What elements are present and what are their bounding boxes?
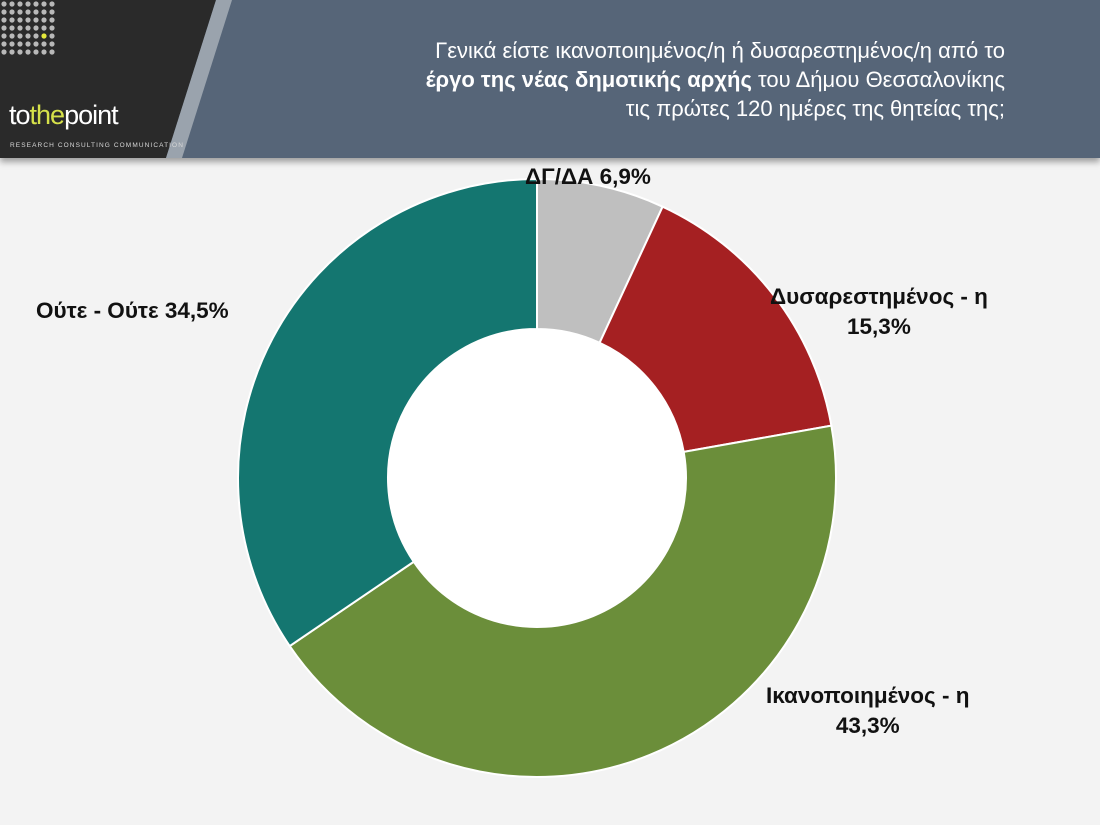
question-line-3: τις πρώτες 120 ημέρες της θητείας της; bbox=[625, 96, 1005, 121]
logo-dot bbox=[9, 25, 15, 31]
label-satisfied-value: 43,3% bbox=[835, 713, 900, 738]
logo-dot bbox=[25, 17, 31, 23]
logo-dot bbox=[9, 9, 15, 15]
logo-dot bbox=[41, 17, 47, 23]
label-satisfied-name: Ικανοποιημένος - η bbox=[766, 683, 970, 708]
logo-dot bbox=[41, 1, 47, 7]
label-dissatisfied-name: Δυσαρεστημένος - η bbox=[770, 284, 988, 309]
logo-highlight: the bbox=[29, 100, 66, 130]
logo-dot bbox=[17, 41, 23, 47]
logo-dot bbox=[1, 25, 7, 31]
logo-dot bbox=[33, 41, 39, 47]
logo-dot bbox=[17, 33, 23, 39]
logo-dot bbox=[25, 25, 31, 31]
logo-dot bbox=[49, 33, 55, 39]
logo-suffix: point bbox=[64, 100, 119, 130]
question-line-2: έργο της νέας δημοτικής αρχής του Δήμου … bbox=[245, 65, 1005, 94]
logo-dot bbox=[33, 9, 39, 15]
logo-wordmark: tothepoint bbox=[9, 100, 119, 131]
logo-dot bbox=[33, 25, 39, 31]
logo-prefix: to bbox=[9, 100, 31, 130]
label-dissatisfied: Δυσαρεστημένος - η 15,3% bbox=[770, 282, 988, 342]
logo-dot bbox=[17, 25, 23, 31]
survey-question: Γενικά είστε ικανοποιημένος/η ή δυσαρεστ… bbox=[245, 36, 1005, 123]
label-dissatisfied-value: 15,3% bbox=[847, 314, 911, 339]
logo-dot bbox=[25, 1, 31, 7]
logo-background bbox=[0, 0, 232, 158]
label-satisfied: Ικανοποιημένος - η 43,3% bbox=[766, 681, 969, 741]
donut-hole bbox=[388, 329, 686, 627]
logo-dot bbox=[33, 17, 39, 23]
logo-dot bbox=[1, 33, 7, 39]
logo-dot bbox=[17, 1, 23, 7]
header-bar: tothepoint RESEARCH CONSULTING COMMUNICA… bbox=[0, 0, 1100, 158]
logo-dot bbox=[41, 33, 47, 39]
logo-dot bbox=[41, 49, 47, 55]
logo-dot bbox=[49, 1, 55, 7]
logo-dot bbox=[33, 1, 39, 7]
logo-dot bbox=[41, 25, 47, 31]
logo-dot bbox=[9, 1, 15, 7]
logo-dot bbox=[9, 17, 15, 23]
logo-dot bbox=[33, 33, 39, 39]
logo-dot bbox=[49, 49, 55, 55]
question-bold-phrase: έργο της νέας δημοτικής αρχής bbox=[425, 67, 752, 92]
logo-dot bbox=[33, 49, 39, 55]
logo-dot bbox=[49, 25, 55, 31]
logo-dot bbox=[25, 41, 31, 47]
question-line-1: Γενικά είστε ικανοποιημένος/η ή δυσαρεστ… bbox=[435, 38, 1005, 63]
logo-dot bbox=[9, 49, 15, 55]
logo-panel: tothepoint RESEARCH CONSULTING COMMUNICA… bbox=[0, 0, 240, 158]
question-line-2-rest: του Δήμου Θεσσαλονίκης bbox=[751, 67, 1005, 92]
logo-dot bbox=[1, 17, 7, 23]
logo-dot bbox=[1, 1, 7, 7]
logo-dot bbox=[1, 9, 7, 15]
logo-dot bbox=[9, 41, 15, 47]
donut-chart bbox=[237, 177, 837, 778]
logo-dot bbox=[49, 17, 55, 23]
logo-dot bbox=[1, 41, 7, 47]
logo-dot bbox=[17, 9, 23, 15]
logo-dot bbox=[49, 9, 55, 15]
label-dgda: ΔΓ/ΔΑ 6,9% bbox=[525, 164, 651, 189]
logo-tagline: RESEARCH CONSULTING COMMUNICATION bbox=[10, 142, 185, 149]
logo-dot bbox=[25, 49, 31, 55]
logo-dot bbox=[1, 49, 7, 55]
logo-dot bbox=[25, 33, 31, 39]
logo-dot bbox=[17, 17, 23, 23]
logo-dot bbox=[41, 41, 47, 47]
logo-dot bbox=[17, 49, 23, 55]
logo-dot-grid-icon bbox=[1, 1, 55, 55]
label-neither: Ούτε - Ούτε 34,5% bbox=[36, 298, 229, 323]
logo-dot bbox=[49, 41, 55, 47]
logo-dot bbox=[25, 9, 31, 15]
logo-dot bbox=[41, 9, 47, 15]
logo-dot bbox=[9, 33, 15, 39]
